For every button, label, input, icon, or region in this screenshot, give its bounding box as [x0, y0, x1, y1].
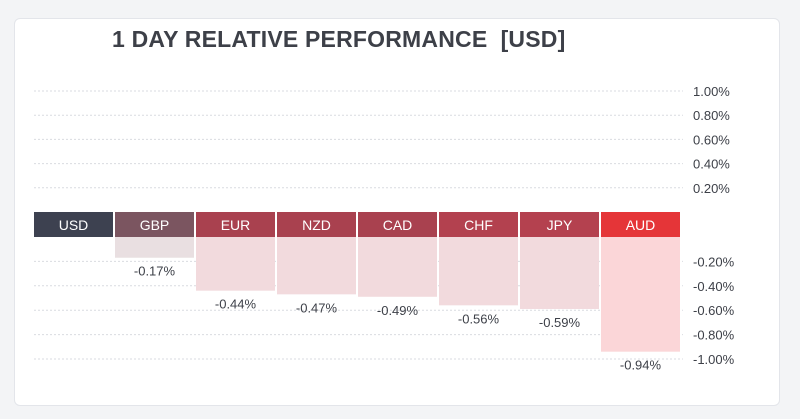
y-tick-label: -0.40% [693, 279, 735, 294]
value-label-jpy: -0.59% [539, 315, 581, 330]
category-label-jpy: JPY [547, 217, 573, 233]
category-box-jpy [520, 212, 599, 237]
y-tick-label: 0.20% [693, 181, 730, 196]
bar-chf [439, 237, 518, 306]
category-box-gbp [115, 212, 194, 237]
category-label-nzd: NZD [302, 217, 331, 233]
bars [115, 237, 680, 352]
bar-cad [358, 237, 437, 297]
value-label-aud: -0.94% [620, 358, 662, 373]
y-tick-label: -1.00% [693, 352, 735, 367]
y-tick-label: 0.60% [693, 132, 730, 147]
category-label-chf: CHF [464, 217, 493, 233]
value-label-gbp: -0.17% [134, 264, 176, 279]
y-axis-ticks: 1.00% 0.80% 0.60% 0.40% 0.20% -0.20% -0.40% -0.… [693, 84, 735, 367]
category-box-eur [196, 212, 275, 237]
y-tick-label: 0.40% [693, 157, 730, 172]
y-tick-label: 1.00% [693, 84, 730, 99]
category-box-nzd [277, 212, 356, 237]
bar-nzd [277, 237, 356, 295]
y-tick-label: -0.80% [693, 328, 735, 343]
bar-jpy [520, 237, 599, 309]
bar-gbp [115, 237, 194, 258]
category-labels: USD GBP EUR NZD CAD CHF JPY AUD [34, 212, 680, 237]
y-tick-label: 0.80% [693, 108, 730, 123]
y-tick-label: -0.60% [693, 303, 735, 318]
bar-eur [196, 237, 275, 291]
value-label-nzd: -0.47% [296, 300, 338, 315]
category-label-usd: USD [59, 217, 89, 233]
category-box-cad [358, 212, 437, 237]
value-label-eur: -0.44% [215, 297, 257, 312]
y-tick-label: -0.20% [693, 254, 735, 269]
chart-title: 1 DAY RELATIVE PERFORMANCE [USD] [112, 26, 566, 52]
category-label-cad: CAD [383, 217, 413, 233]
bar-aud [601, 237, 680, 352]
category-label-eur: EUR [221, 217, 251, 233]
category-box-aud [601, 212, 680, 237]
value-labels: -0.17% -0.44% -0.47% -0.49% -0.56% -0.59% -0.9… [134, 264, 662, 373]
value-label-cad: -0.49% [377, 303, 419, 318]
value-label-chf: -0.56% [458, 311, 500, 326]
category-label-aud: AUD [626, 217, 656, 233]
category-box-chf [439, 212, 518, 237]
category-label-gbp: GBP [140, 217, 170, 233]
category-box-usd [34, 212, 113, 237]
